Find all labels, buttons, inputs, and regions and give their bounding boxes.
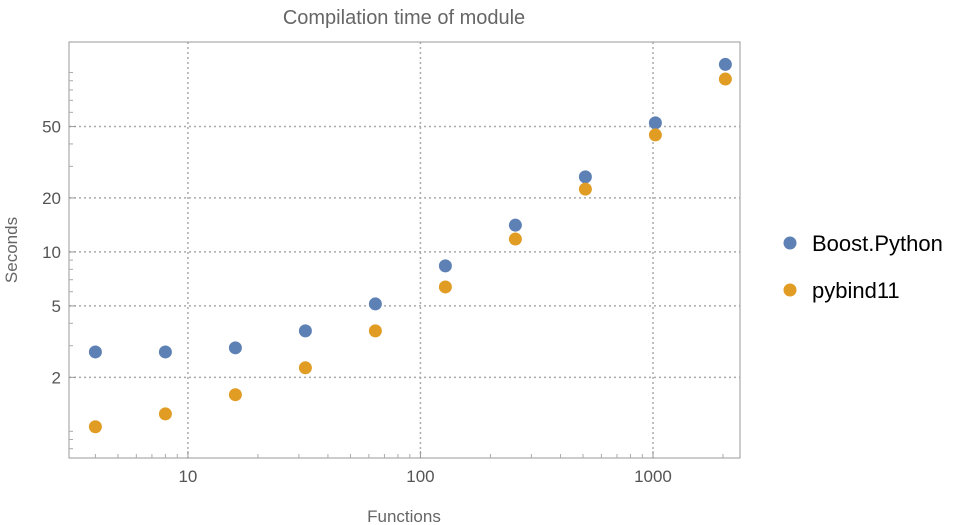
- point-pybind11: [158, 407, 172, 421]
- x-tick-label: 1000: [634, 467, 672, 486]
- point-boost-python: [648, 116, 662, 130]
- y-axis-label: Seconds: [2, 217, 21, 283]
- legend-label-boost-python: Boost.Python: [812, 231, 943, 256]
- point-boost-python: [88, 345, 102, 359]
- legend: Boost.Python pybind11: [783, 231, 943, 303]
- point-pybind11: [368, 324, 382, 338]
- legend-label-pybind11: pybind11: [812, 278, 900, 303]
- point-pybind11: [298, 361, 312, 375]
- x-axis-label: Functions: [367, 507, 441, 525]
- y-tick-label: 20: [42, 189, 61, 208]
- point-boost-python: [158, 345, 172, 359]
- grid: [69, 42, 740, 458]
- y-tick-label: 2: [52, 368, 61, 387]
- point-boost-python: [578, 170, 592, 184]
- point-boost-python: [508, 218, 522, 232]
- point-boost-python: [298, 324, 312, 338]
- data-points: [88, 57, 732, 434]
- ticks: 10 100 1000 2 5 10 20 50: [42, 72, 724, 486]
- plot-frame: [68, 41, 741, 459]
- point-pybind11: [718, 72, 732, 86]
- point-boost-python: [228, 341, 242, 355]
- legend-marker-pybind11: [783, 283, 797, 297]
- y-tick-label: 5: [52, 297, 61, 316]
- point-pybind11: [648, 128, 662, 142]
- point-pybind11: [88, 420, 102, 434]
- x-tick-label: 10: [178, 467, 197, 486]
- y-tick-label: 10: [42, 243, 61, 262]
- point-pybind11: [438, 280, 452, 294]
- point-pybind11: [578, 182, 592, 196]
- point-pybind11: [228, 388, 242, 402]
- x-tick-label: 100: [406, 467, 434, 486]
- point-boost-python: [438, 259, 452, 273]
- point-pybind11: [508, 232, 522, 246]
- point-boost-python: [368, 297, 382, 311]
- point-boost-python: [718, 57, 732, 71]
- chart-title: Compilation time of module: [283, 7, 525, 29]
- y-tick-label: 50: [42, 118, 61, 137]
- legend-marker-boost-python: [783, 236, 797, 250]
